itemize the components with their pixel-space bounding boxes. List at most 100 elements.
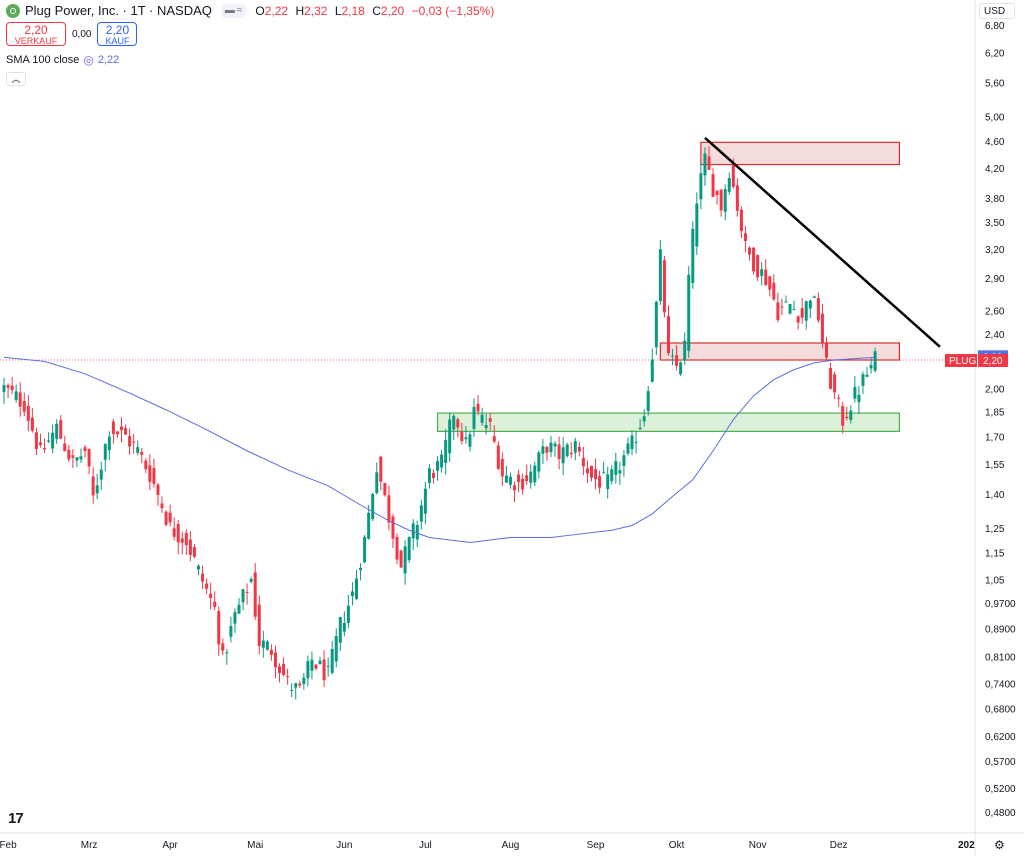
candle-body xyxy=(804,301,808,321)
candle-body xyxy=(865,374,869,377)
currency-selector[interactable]: USD xyxy=(979,3,1015,19)
candle-body xyxy=(355,578,358,600)
candle-body xyxy=(549,442,553,453)
x-tick-label: Jul xyxy=(419,840,432,851)
candle-body xyxy=(553,443,557,447)
candle-body xyxy=(403,546,407,574)
candle-body xyxy=(87,448,91,467)
candle-body xyxy=(278,666,282,674)
candle-body xyxy=(427,468,431,483)
change-value: −0,03 (−1,35%) xyxy=(411,3,495,18)
x-tick-label: Mrz xyxy=(81,840,98,851)
candle-body xyxy=(496,445,500,469)
candle-body xyxy=(269,649,273,655)
candle-body xyxy=(391,516,395,539)
candle-body xyxy=(517,474,521,483)
candle-body xyxy=(719,189,723,211)
candle-body xyxy=(671,355,675,357)
candle-body xyxy=(55,423,59,440)
candle-body xyxy=(245,591,249,594)
x-tick-label: Mai xyxy=(247,840,263,851)
candle-body xyxy=(731,164,735,187)
candle-body xyxy=(233,612,237,624)
candle-body xyxy=(286,676,290,678)
candle-body xyxy=(148,465,152,482)
candle-body xyxy=(513,485,517,491)
candle-body xyxy=(120,426,123,431)
candle-body xyxy=(537,452,541,472)
candle-body xyxy=(407,537,411,561)
candle-body xyxy=(756,254,760,278)
x-tick-label: Sep xyxy=(587,840,605,851)
candle-body xyxy=(853,386,857,399)
candle-body xyxy=(188,539,192,555)
candle-body xyxy=(164,511,168,525)
chevron-up-icon: ︿ xyxy=(11,74,21,84)
candle-body xyxy=(132,441,136,443)
candle-body xyxy=(610,469,614,482)
x-tick-label: Feb xyxy=(0,840,17,851)
y-tick-label: 3,80 xyxy=(985,194,1005,205)
candle-body xyxy=(79,456,83,460)
candle-body xyxy=(752,247,756,272)
sell-button[interactable]: 2,20 VERKAUF xyxy=(6,22,66,46)
candle-body xyxy=(334,636,338,662)
candle-body xyxy=(638,427,642,430)
candle-body xyxy=(318,660,322,665)
eye-icon: ▬ xyxy=(224,4,235,16)
y-tick-label: 2,90 xyxy=(985,274,1005,285)
symbol-tag: PLUG xyxy=(949,356,976,367)
candle-body xyxy=(845,416,849,419)
candle-body xyxy=(622,455,626,466)
candle-body xyxy=(460,431,464,442)
candle-body xyxy=(306,661,310,679)
candle-body xyxy=(764,269,768,285)
indicator-legend[interactable]: SMA 100 close ◎ 2,22 xyxy=(6,53,119,67)
candle-body xyxy=(342,622,346,632)
candle-body xyxy=(472,406,476,429)
candle-body xyxy=(229,626,233,637)
candle-body xyxy=(115,431,119,435)
candle-body xyxy=(666,316,670,354)
y-tick-label: 2,40 xyxy=(985,330,1005,341)
collapse-legend-button[interactable]: ︿ xyxy=(6,72,26,86)
buy-button[interactable]: 2,20 KAUF xyxy=(97,22,138,46)
candle-body xyxy=(869,365,873,369)
candle-body xyxy=(857,394,861,403)
sma-100-line xyxy=(3,356,876,543)
candle-body xyxy=(606,474,610,490)
x-tick-label: Nov xyxy=(749,840,767,851)
y-tick-label: 3,20 xyxy=(985,245,1005,256)
candle-body xyxy=(561,447,565,464)
y-tick-label: 2,00 xyxy=(985,384,1005,395)
candle-body xyxy=(585,468,589,474)
candle-body xyxy=(691,228,695,284)
y-tick-label: 5,00 xyxy=(985,112,1005,123)
symbol-title[interactable]: Plug Power, Inc. · 1T · NASDAQ xyxy=(25,3,212,18)
candle-body xyxy=(780,306,784,308)
ohlc-readout: O2,22 H2,32 L2,18 C2,20 −0,03 (−1,35%) xyxy=(255,3,495,18)
candle-body xyxy=(545,446,549,453)
y-tick-label: 0,9700 xyxy=(985,599,1016,610)
candle-body xyxy=(529,471,533,483)
candle-body xyxy=(156,484,160,496)
settings-gear-icon[interactable]: ⚙ xyxy=(994,838,1005,852)
candle-body xyxy=(760,269,764,276)
candle-body xyxy=(346,605,350,623)
candle-body xyxy=(217,611,221,645)
candle-body xyxy=(602,472,606,474)
candle-body xyxy=(10,385,14,391)
y-tick-label: 1,85 xyxy=(985,407,1005,418)
candle-body xyxy=(172,528,176,537)
candle-body xyxy=(436,460,440,471)
x-tick-label: Aug xyxy=(502,840,520,851)
candle-body xyxy=(75,457,79,461)
candle-body xyxy=(103,444,107,460)
candle-body xyxy=(707,156,711,170)
candle-body xyxy=(249,579,253,582)
visibility-toggle[interactable]: ▬ ≈ xyxy=(220,3,247,18)
trade-buttons: 2,20 VERKAUF 0,00 2,20 KAUF xyxy=(6,22,138,46)
candle-body xyxy=(500,459,504,477)
candle-body xyxy=(849,410,853,420)
